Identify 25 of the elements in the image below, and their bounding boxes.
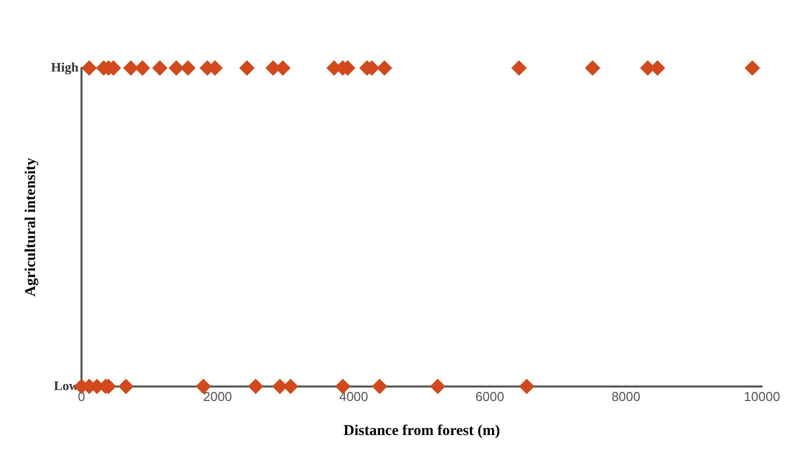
point xyxy=(430,378,446,394)
point xyxy=(248,378,264,394)
x-tick-label: 4000 xyxy=(339,388,368,404)
point xyxy=(180,60,196,76)
point xyxy=(168,60,184,76)
point xyxy=(512,60,527,76)
y-axis-title: Agricultural intensity xyxy=(22,157,39,297)
point xyxy=(82,60,97,76)
x-tick-label: 8000 xyxy=(611,388,640,404)
x-tick-label: 2000 xyxy=(203,388,232,404)
point xyxy=(585,60,600,76)
point xyxy=(744,60,760,76)
point xyxy=(118,378,134,394)
x-tick-label: 6000 xyxy=(475,388,504,404)
y-tick-label: High xyxy=(50,59,80,74)
x-tick-label: 10000 xyxy=(744,388,780,404)
point xyxy=(272,378,288,394)
point xyxy=(123,60,138,76)
point xyxy=(134,60,150,76)
point xyxy=(372,378,388,394)
point xyxy=(376,60,392,76)
point xyxy=(239,60,254,76)
point xyxy=(152,60,168,76)
x-axis-title: Distance from forest (m) xyxy=(343,422,500,439)
point xyxy=(519,378,534,394)
